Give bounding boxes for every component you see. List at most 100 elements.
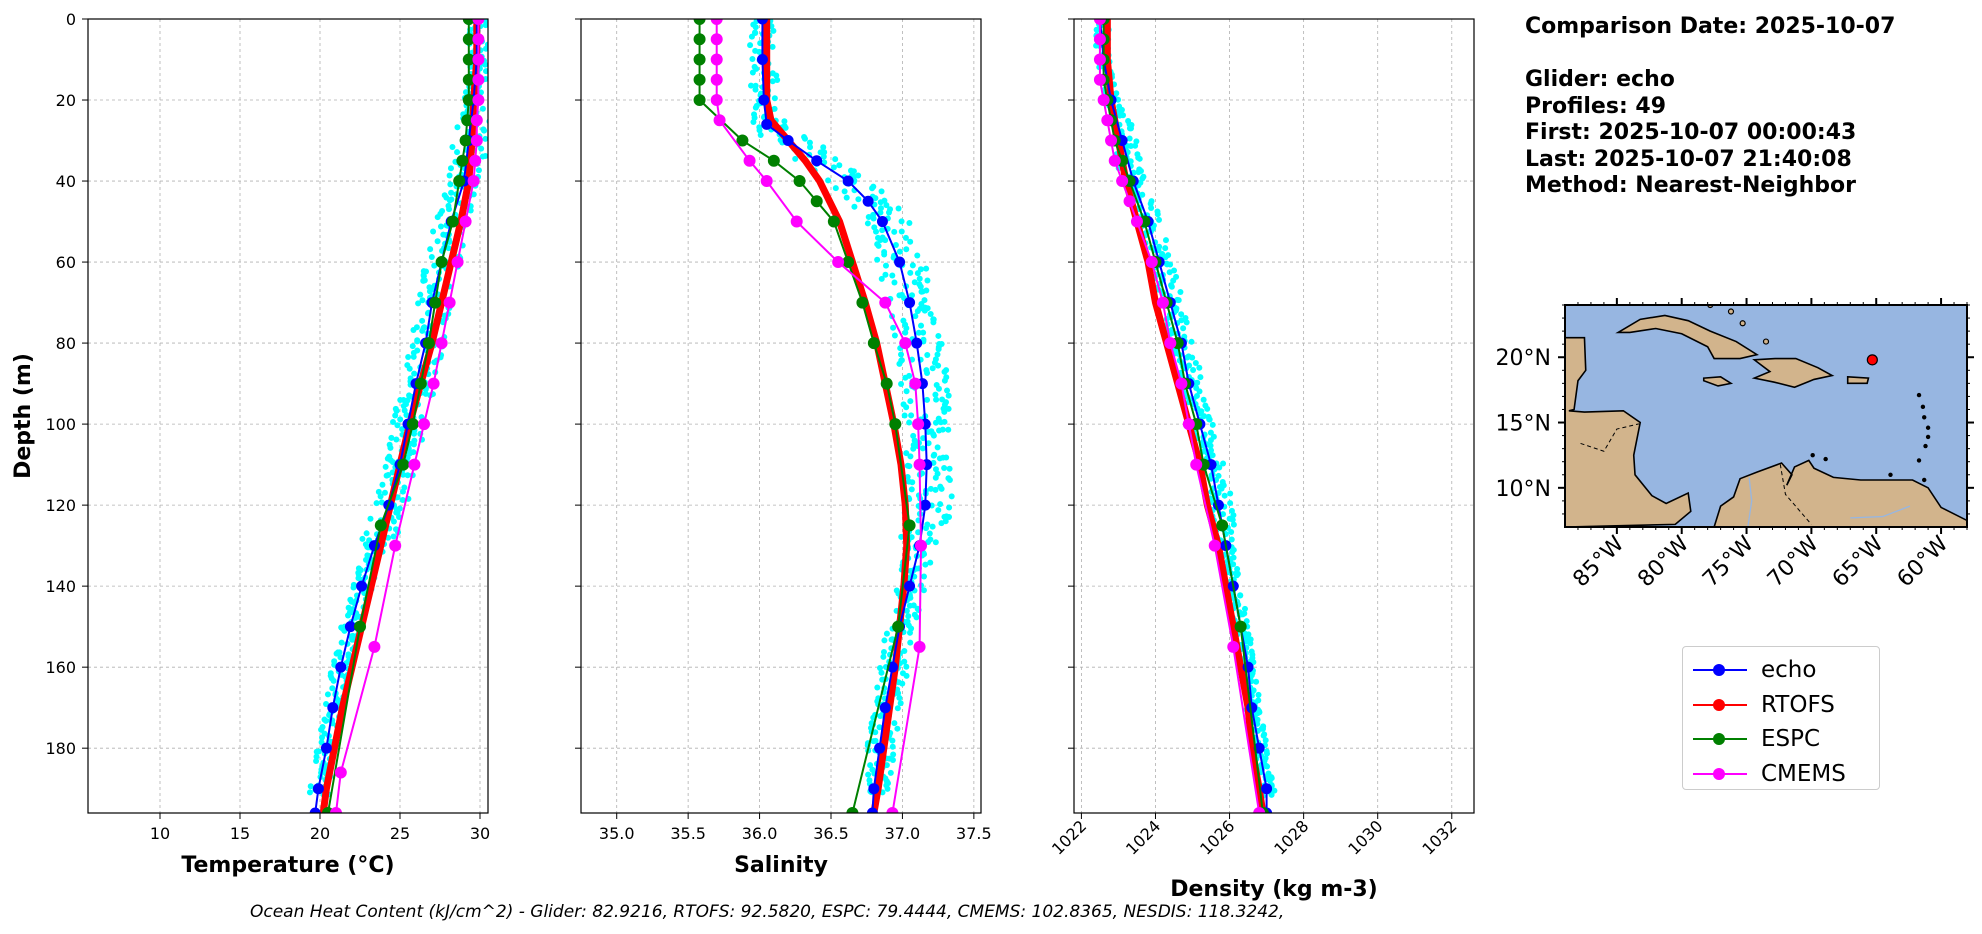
scatter-point bbox=[915, 329, 922, 336]
data-point-espc bbox=[414, 377, 427, 390]
data-point-cmems bbox=[1130, 215, 1143, 228]
legend-item-espc: ESPC bbox=[1683, 722, 1879, 757]
data-point-cmems bbox=[1093, 73, 1106, 86]
x-tick-label: 1032 bbox=[1418, 816, 1460, 858]
legend-marker-rtofs bbox=[1713, 698, 1725, 711]
scatter-point bbox=[1197, 374, 1204, 381]
land-cuba bbox=[1615, 314, 1759, 360]
axes-frame bbox=[1073, 18, 1475, 814]
data-point-cmems bbox=[470, 114, 483, 127]
scatter-point bbox=[397, 416, 404, 423]
data-point-cmems bbox=[915, 539, 927, 552]
scatter-point bbox=[946, 476, 953, 483]
scatter-point bbox=[896, 248, 903, 255]
scatter-point bbox=[1126, 125, 1133, 132]
scatter-point bbox=[820, 144, 827, 151]
scatter-point bbox=[752, 104, 759, 111]
scatter-point bbox=[313, 753, 320, 760]
scatter-point bbox=[855, 172, 862, 179]
scatter-point bbox=[771, 95, 778, 102]
scatter-point bbox=[447, 165, 454, 172]
scatter-point bbox=[885, 780, 892, 787]
scatter-point bbox=[475, 167, 482, 174]
scatter-point bbox=[390, 419, 397, 426]
data-point-echo bbox=[866, 807, 878, 813]
scatter-point bbox=[896, 360, 903, 367]
scatter-point bbox=[922, 561, 929, 568]
scatter-point bbox=[883, 630, 890, 637]
scatter-point bbox=[1188, 338, 1195, 345]
map-lon-label: 75°W bbox=[1698, 531, 1759, 592]
scatter-point bbox=[1233, 572, 1240, 579]
scatter-point bbox=[389, 459, 396, 466]
land-islet bbox=[1925, 434, 1931, 440]
scatter-point bbox=[874, 256, 881, 263]
y-tick-label: 140 bbox=[45, 577, 76, 596]
legend-label-echo: echo bbox=[1761, 657, 1817, 683]
x-tick-label: 25 bbox=[390, 824, 410, 843]
scatter-point bbox=[934, 444, 941, 451]
scatter-point bbox=[901, 412, 908, 419]
scatter-point bbox=[946, 514, 953, 521]
scatter-point bbox=[1227, 500, 1234, 507]
data-point-cmems bbox=[459, 215, 472, 228]
data-point-cmems bbox=[1101, 114, 1114, 127]
x-tick-label: 37.5 bbox=[956, 824, 992, 843]
scatter-point bbox=[908, 486, 915, 493]
data-point-espc bbox=[446, 215, 459, 228]
scatter-point bbox=[1234, 566, 1241, 573]
y-axis-label: Depth (m) bbox=[11, 353, 36, 479]
scatter-point bbox=[872, 737, 879, 744]
data-point-cmems bbox=[1108, 154, 1121, 167]
scatter-point bbox=[750, 119, 757, 126]
series-markers-cmems bbox=[710, 19, 927, 813]
legend-marker-espc bbox=[1713, 733, 1725, 745]
scatter-point bbox=[880, 653, 887, 660]
data-point-echo bbox=[782, 135, 794, 147]
data-point-espc bbox=[374, 519, 387, 532]
scatter-point bbox=[906, 419, 913, 426]
data-point-cmems bbox=[435, 337, 448, 350]
scatter-point bbox=[941, 465, 948, 472]
data-point-cmems bbox=[1190, 458, 1203, 471]
scatter-point bbox=[411, 430, 418, 437]
data-point-espc bbox=[462, 53, 475, 66]
scatter-point bbox=[748, 33, 755, 40]
scatter-point bbox=[910, 432, 917, 439]
y-tick-label: 80 bbox=[56, 334, 76, 353]
location-map: 85°W 80°W 75°W 70°W 65°W 60°W 10°N 15°N 20°N bbox=[1496, 298, 1974, 592]
scatter-point bbox=[434, 214, 441, 221]
scatter-point bbox=[817, 149, 824, 156]
scatter-point bbox=[904, 462, 911, 469]
scatter-point bbox=[382, 463, 389, 470]
scatter-point bbox=[1196, 364, 1203, 371]
data-point-cmems bbox=[443, 296, 456, 309]
scatter-point bbox=[885, 209, 892, 216]
scatter-point bbox=[941, 377, 948, 384]
scatter-point bbox=[878, 188, 885, 195]
data-point-espc bbox=[767, 154, 780, 167]
scatter-point bbox=[410, 327, 417, 334]
scatter-point bbox=[1115, 96, 1122, 103]
data-point-echo bbox=[904, 580, 916, 592]
scatter-point bbox=[1177, 289, 1184, 296]
data-point-cmems bbox=[1182, 418, 1195, 431]
scatter-point bbox=[1218, 485, 1225, 492]
scatter-point bbox=[393, 436, 400, 443]
scatter-point bbox=[756, 127, 763, 134]
scatter-point bbox=[1148, 204, 1155, 211]
scatter-point bbox=[894, 725, 901, 732]
scatter-point bbox=[367, 515, 374, 522]
data-point-espc bbox=[903, 519, 916, 532]
scatter-point bbox=[1228, 536, 1235, 543]
scatter-point bbox=[1228, 529, 1235, 536]
scatter-point bbox=[362, 556, 369, 563]
data-point-cmems bbox=[743, 154, 756, 167]
scatter-point bbox=[482, 152, 488, 159]
scatter-point bbox=[921, 307, 928, 314]
y-tick-label: 120 bbox=[45, 496, 76, 515]
scatter-point bbox=[802, 135, 809, 142]
scatter-point bbox=[1155, 216, 1162, 223]
scatter-point bbox=[924, 396, 931, 403]
scatter-point bbox=[420, 272, 427, 279]
